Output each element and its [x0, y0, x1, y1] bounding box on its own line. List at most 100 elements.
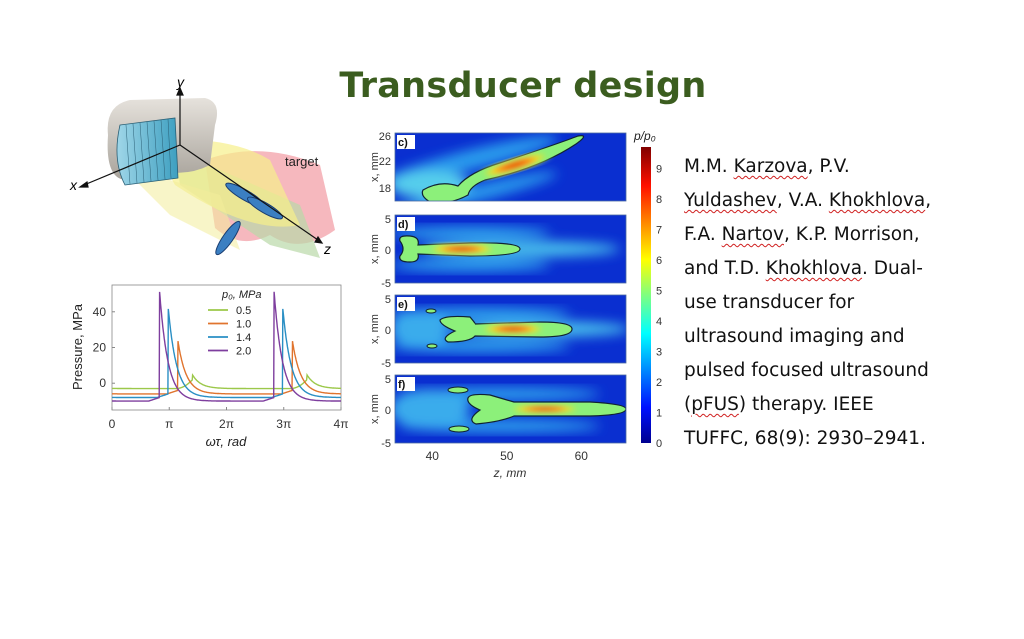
- reference-line: (pFUS) therapy. IEEE: [684, 388, 984, 422]
- panel-y-tick: 18: [379, 183, 391, 195]
- z-tick-label: 60: [575, 449, 589, 463]
- panel-label: f): [398, 379, 406, 391]
- colorbar: [641, 147, 651, 443]
- spellcheck-word: Karzova: [733, 156, 808, 177]
- legend-title: p₀, MPa: [221, 289, 261, 301]
- reference-line: and T.D. Khokhlova. Dual-: [684, 252, 984, 286]
- panel-y-tick: -5: [381, 358, 391, 370]
- y-tick-label: 40: [93, 305, 107, 319]
- transducer-illustration: y x z target: [69, 74, 335, 258]
- axis-label-z: z: [323, 241, 331, 257]
- reference-line: Yuldashev, V.A. Khokhlova,: [684, 184, 984, 218]
- legend-entry: 0.5: [236, 305, 251, 317]
- colorbar-tick: 3: [656, 346, 662, 358]
- panel-label: c): [398, 137, 408, 149]
- panel-label-bg: [397, 297, 415, 311]
- panel-y-label: x, mm: [369, 152, 381, 182]
- reference-text: F.A.: [684, 224, 722, 245]
- colorbar-tick: 7: [656, 224, 662, 236]
- spellcheck-word: Khokhlova: [765, 258, 863, 279]
- heatmap-panel-c: [395, 133, 626, 201]
- reference-text: use transducer for: [684, 292, 855, 313]
- slide-title: Transducer design: [339, 66, 707, 106]
- heatmap-panel-d: [395, 215, 626, 283]
- panel-label-bg: [397, 135, 415, 149]
- series-line-1.4: [112, 308, 341, 399]
- reference-text: , P.V.: [807, 156, 850, 177]
- reference-citation: M.M. Karzova, P.V. Yuldashev, V.A. Khokhl…: [684, 150, 984, 456]
- panel-label: d): [398, 219, 409, 231]
- reference-text: , K.P. Morrison,: [783, 224, 920, 245]
- reference-text: M.M.: [684, 156, 734, 177]
- series-line-0.5: [111, 372, 341, 390]
- legend-entry: 1.0: [236, 319, 251, 331]
- reference-text: (: [684, 394, 692, 415]
- colorbar-tick: 5: [656, 285, 662, 297]
- reference-line: use transducer for: [684, 286, 984, 320]
- x-axis-label: ωτ, rad: [206, 434, 247, 449]
- z-tick-label: 50: [500, 449, 514, 463]
- z-axis-label: z, mm: [493, 466, 527, 480]
- reference-text: ultrasound imaging and: [684, 326, 905, 347]
- panel-y-label: x, mm: [369, 314, 381, 344]
- panel-y-tick: 5: [385, 294, 391, 306]
- panel-y-tick: 22: [379, 156, 391, 168]
- legend-entry: 2.0: [236, 346, 251, 358]
- panel-y-tick: 5: [385, 374, 391, 386]
- heatmap-panel-e: [395, 295, 626, 363]
- panel-y-tick: 26: [379, 131, 391, 143]
- beam-yellow-2: [120, 165, 240, 250]
- series-line-1.0: [112, 341, 341, 395]
- reference-line: ultrasound imaging and: [684, 320, 984, 354]
- reference-text: ,: [925, 190, 932, 211]
- spellcheck-word: Nartov: [721, 224, 784, 245]
- reference-line: TUFFC, 68(9): 2930–2941.: [684, 422, 984, 456]
- reference-line: F.A. Nartov, K.P. Morrison,: [684, 218, 984, 252]
- panel-y-label: x, mm: [369, 394, 381, 424]
- colorbar-tick: 9: [656, 163, 662, 175]
- colorbar-tick: 2: [656, 377, 662, 389]
- panel-y-label: x, mm: [369, 234, 381, 264]
- colorbar-tick: 4: [656, 316, 662, 328]
- pressure-waveform-chart: 0 π 2π 3π 4π 0 20 40 Pressure, MPa ωτ, rad p₀, …: [70, 284, 349, 449]
- axis-label-y: y: [176, 74, 185, 90]
- spellcheck-word: Khokhlova: [828, 190, 926, 211]
- reference-text: TUFFC, 68(9): 2930–2941.: [684, 428, 926, 449]
- y-tick-label: 20: [93, 341, 107, 355]
- spellcheck-word: pFUS: [691, 394, 739, 415]
- reference-text: , V.A.: [776, 190, 829, 211]
- y-axis-label: Pressure, MPa: [70, 303, 85, 390]
- panel-label-bg: [397, 377, 415, 391]
- colorbar-label: p/p₀: [633, 129, 656, 143]
- y-tick-label: 0: [99, 376, 106, 390]
- axis-label-x: x: [69, 177, 78, 193]
- transducer-face: [116, 117, 179, 186]
- target-label: target: [285, 154, 319, 169]
- x-tick-label: 4π: [334, 417, 349, 431]
- legend-entry: 1.4: [236, 332, 251, 344]
- x-tick-label: 2π: [219, 417, 234, 431]
- series-line-2.0: [112, 291, 341, 402]
- reference-text: ) therapy. IEEE: [738, 394, 874, 415]
- panel-y-tick: 5: [385, 214, 391, 226]
- x-tick-label: π: [165, 417, 173, 431]
- panel-y-tick: -5: [381, 438, 391, 450]
- heatmap-panel-f: [395, 375, 626, 443]
- reference-text: pulsed focused ultrasound: [684, 360, 929, 381]
- reference-text: and T.D.: [684, 258, 766, 279]
- reference-text: . Dual-: [862, 258, 923, 279]
- colorbar-tick: 0: [656, 438, 662, 450]
- x-tick-label: 3π: [276, 417, 291, 431]
- panel-y-tick: 0: [385, 245, 391, 257]
- panel-label-bg: [397, 217, 415, 231]
- panel-y-tick: -5: [381, 278, 391, 290]
- x-tick-label: 0: [109, 417, 116, 431]
- colorbar-tick: 1: [656, 407, 662, 419]
- panel-y-tick: 0: [385, 405, 391, 417]
- panel-y-tick: 0: [385, 325, 391, 337]
- colorbar-tick: 8: [656, 194, 662, 206]
- reference-line: M.M. Karzova, P.V.: [684, 150, 984, 184]
- spellcheck-word: Yuldashev: [684, 190, 777, 211]
- z-tick-label: 40: [426, 449, 440, 463]
